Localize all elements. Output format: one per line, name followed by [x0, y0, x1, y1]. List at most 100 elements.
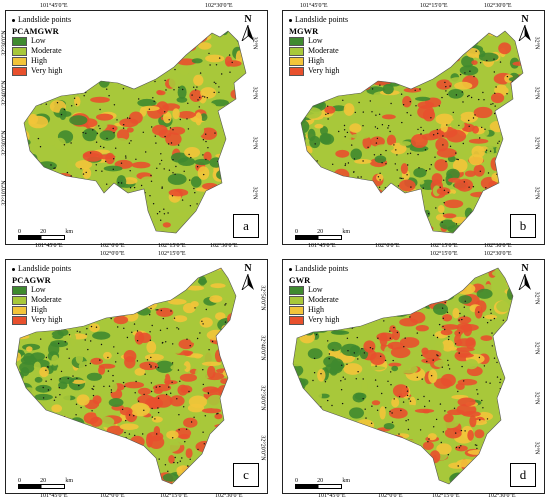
legend-swatch — [289, 285, 304, 295]
legend-class: Moderate — [289, 295, 348, 305]
lat-label: 32°N — [533, 86, 540, 100]
lat-label: 32°N — [533, 36, 540, 50]
legend-landslide-points: Landslide points — [12, 264, 71, 274]
lat-label: 32°30'0"N — [1, 30, 8, 56]
lon-label: 102°30'0"E — [484, 243, 512, 249]
legend-swatch — [12, 46, 27, 56]
lat-label: 32°40'0"N — [1, 80, 8, 106]
legend-class-label: Low — [31, 285, 46, 294]
legend-class-label: Very high — [308, 315, 340, 324]
north-label: N — [521, 14, 529, 25]
lon-label: 102°30'0"E — [215, 493, 243, 499]
lat-label: 32°N — [251, 136, 258, 150]
legend-swatch — [12, 56, 27, 66]
legend-class-label: Low — [31, 36, 46, 45]
legend-class: Moderate — [12, 295, 71, 305]
model-name: GWR — [289, 275, 311, 285]
model-name: PCAMGWR — [12, 26, 59, 36]
legend-swatch — [12, 66, 27, 76]
north-arrow-icon: N — [239, 264, 257, 292]
map-panel-b: Landslide points MGWR Low Moderate High Very … — [282, 10, 545, 245]
lat-label: 32°50'0"N — [259, 285, 266, 311]
lat-label: 32°30'0"N — [259, 385, 266, 411]
lon-label: 102°0'0"E — [378, 493, 403, 499]
lon-label: 102°30'0"E — [484, 3, 512, 9]
scale-label: km — [65, 229, 73, 235]
scale-label: 0 — [18, 229, 21, 235]
legend-class-label: Low — [308, 36, 323, 45]
lat-label: 32°30'0"N — [1, 130, 8, 156]
scale-label: 0 — [295, 229, 298, 235]
model-name: PCAGWR — [12, 275, 51, 285]
legend-swatch — [289, 305, 304, 315]
legend-landslide-points: Landslide points — [289, 264, 348, 274]
legend-points-label: Landslide points — [295, 264, 349, 273]
map-legend: Landslide points PCAMGWR Low Moderate High Ve… — [12, 15, 71, 76]
susceptibility-map — [300, 30, 524, 234]
legend-class: Low — [12, 36, 71, 46]
map-panel-c: Landslide points PCAGWR Low Moderate High Ver… — [5, 259, 268, 494]
lon-label: 102°15'0"E — [430, 243, 458, 249]
legend-swatch — [12, 36, 27, 46]
landslide-point-icon — [12, 18, 15, 22]
lon-label: 102°0'0"E — [375, 243, 400, 249]
scale-bar: 0 20 km — [295, 229, 350, 240]
legend-swatch — [289, 295, 304, 305]
lon-label: 102°30'0"E — [484, 251, 512, 257]
lon-label: 102°15'0"E — [430, 251, 458, 257]
lon-label: 102°30'0"E — [210, 243, 238, 249]
map-legend: Landslide points GWR Low Moderate High Very h… — [289, 264, 348, 325]
model-name: MGWR — [289, 26, 319, 36]
lon-label: 102°30'0"E — [488, 493, 516, 499]
lat-label: 32°N — [251, 186, 258, 200]
legend-class-label: Very high — [308, 66, 340, 75]
legend-class: Moderate — [12, 46, 71, 56]
landslide-point-icon — [12, 267, 15, 271]
legend-class: High — [289, 56, 348, 66]
legend-swatch — [12, 285, 27, 295]
scale-label: 20 — [317, 478, 324, 484]
legend-swatch — [289, 315, 304, 325]
scale-label: km — [342, 478, 350, 484]
scale-bar-graphic — [18, 484, 65, 489]
legend-class: Moderate — [289, 46, 348, 56]
landslide-point-icon — [289, 267, 292, 271]
legend-class: Low — [289, 285, 348, 295]
legend-points-label: Landslide points — [295, 15, 349, 24]
legend-swatch — [12, 295, 27, 305]
susceptibility-map — [15, 267, 237, 485]
legend-swatch — [12, 315, 27, 325]
map-legend: Landslide points PCAGWR Low Moderate High Ver… — [12, 264, 71, 325]
legend-class: Very high — [12, 315, 71, 325]
lon-label: 102°15'0"E — [158, 251, 186, 257]
legend-class-label: High — [308, 56, 324, 65]
lon-label: 101°45'0"E — [318, 493, 346, 499]
scale-bar-graphic — [18, 235, 65, 240]
scale-bar: 0 20 km — [18, 478, 73, 489]
lon-label: 102°0'0"E — [100, 251, 125, 257]
legend-points-label: Landslide points — [18, 264, 72, 273]
legend-swatch — [12, 305, 27, 315]
north-label: N — [521, 263, 529, 274]
lon-label: 102°15'0"E — [432, 493, 460, 499]
lon-label: 101°45'0"E — [300, 3, 328, 9]
landslide-point-icon — [289, 18, 292, 22]
panel-letter: c — [233, 463, 259, 487]
lat-label: 32°N — [533, 341, 540, 355]
legend-landslide-points: Landslide points — [12, 15, 71, 25]
lat-label: 32°N — [533, 186, 540, 200]
legend-class: Low — [289, 36, 348, 46]
legend-class: Very high — [12, 66, 71, 76]
lat-label: 32°N — [533, 391, 540, 405]
scale-label: km — [65, 478, 73, 484]
map-panel-a: Landslide points PCAMGWR Low Moderate High Ve… — [5, 10, 268, 245]
scale-label: 0 — [295, 478, 298, 484]
lat-label: 32°N — [533, 441, 540, 455]
legend-swatch — [289, 56, 304, 66]
lon-label: 102°30'0"E — [205, 3, 233, 9]
lon-label: 102°15'0"E — [420, 3, 448, 9]
legend-class-label: Moderate — [308, 295, 339, 304]
legend-landslide-points: Landslide points — [289, 15, 348, 25]
scale-label: 20 — [317, 229, 324, 235]
north-arrow-icon: N — [516, 15, 534, 43]
